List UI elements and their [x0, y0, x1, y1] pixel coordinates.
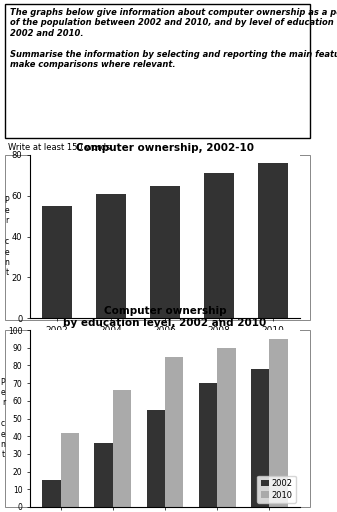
Bar [251, 369, 270, 507]
Y-axis label: P
e
r
 
c
e
n
t: P e r c e n t [0, 378, 5, 459]
Bar [204, 174, 234, 318]
Legend: 2002, 2010: 2002, 2010 [257, 476, 296, 503]
Bar [217, 348, 236, 507]
X-axis label: Year: Year [153, 337, 177, 348]
Bar [5, 4, 310, 138]
Text: Write at least 150 words.: Write at least 150 words. [8, 143, 113, 152]
Bar [199, 383, 217, 507]
Bar [61, 433, 79, 507]
Y-axis label: P
e
r
 
c
e
n
t: P e r c e n t [4, 196, 9, 278]
Bar [113, 390, 131, 507]
Bar [5, 155, 310, 320]
Bar [5, 330, 310, 507]
Title: Computer ownership, 2002-10: Computer ownership, 2002-10 [76, 143, 254, 153]
Bar [96, 194, 126, 318]
Bar [94, 443, 113, 507]
Text: The graphs below give information about computer ownership as a percentage
of th: The graphs below give information about … [10, 8, 337, 69]
Bar [258, 163, 288, 318]
Bar [270, 339, 288, 507]
Bar [42, 480, 61, 507]
Title: Computer ownership
by education level, 2002 and 2010: Computer ownership by education level, 2… [63, 306, 267, 328]
Bar [165, 356, 183, 507]
Bar [147, 410, 165, 507]
Bar [150, 185, 180, 318]
Bar [42, 206, 72, 318]
